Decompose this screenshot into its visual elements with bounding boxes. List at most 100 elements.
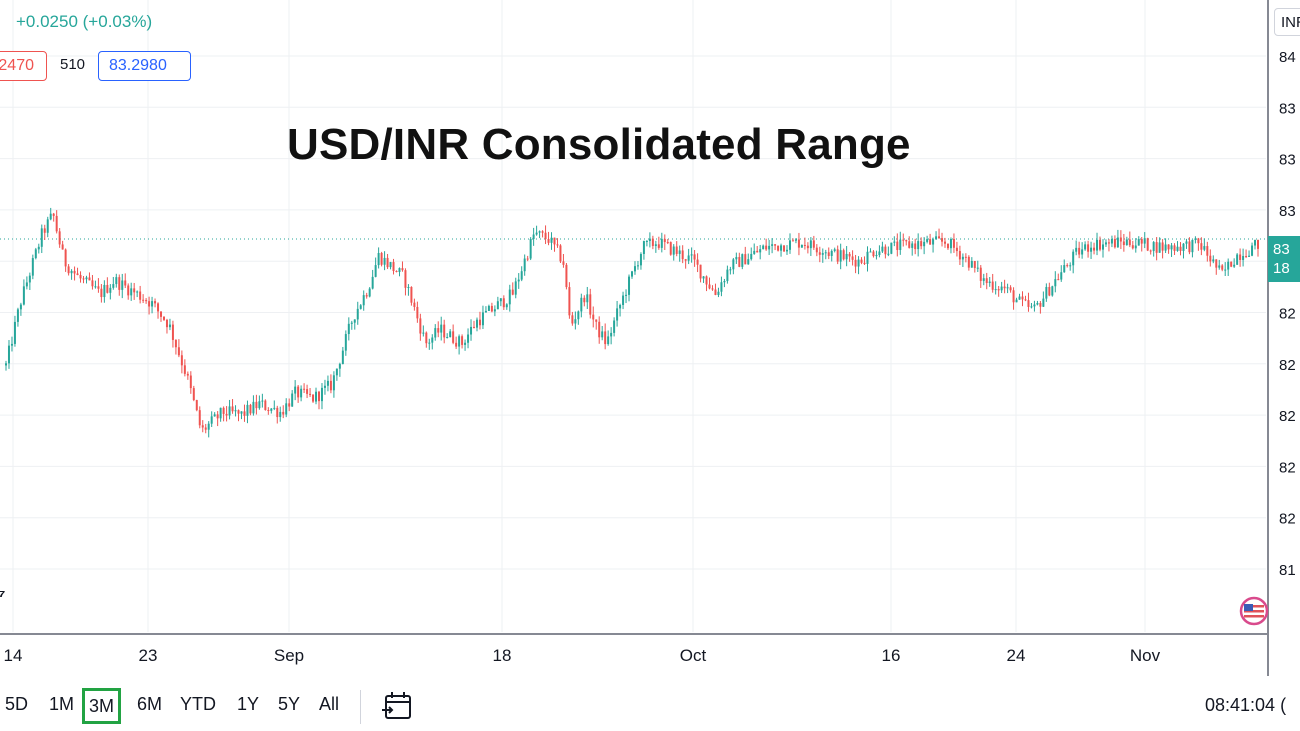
candle-body bbox=[794, 239, 797, 241]
candle-body bbox=[49, 213, 52, 220]
candle-body bbox=[291, 393, 294, 407]
candle-body bbox=[160, 311, 163, 317]
candle-body bbox=[1131, 245, 1134, 249]
candle-body bbox=[860, 259, 863, 263]
candle-body bbox=[1203, 246, 1206, 250]
candle-body bbox=[344, 334, 347, 351]
candle-body bbox=[112, 284, 115, 288]
candle-body bbox=[1101, 244, 1104, 250]
symbol-box[interactable]: INR bbox=[1274, 8, 1300, 36]
price-change: +0.0250 (+0.03%) bbox=[16, 12, 153, 31]
calendar-icon[interactable] bbox=[380, 690, 414, 722]
candle-body bbox=[809, 240, 812, 249]
candle-body bbox=[1236, 254, 1239, 265]
candle-body bbox=[920, 241, 923, 247]
price-chart[interactable]: 84 83 83 83 82 82 82 82 82 81 14 23 Sep 18 Oct 16 24 Nov bbox=[0, 0, 1300, 676]
candle-body bbox=[201, 425, 204, 428]
range-5y-button[interactable]: 5Y bbox=[278, 694, 301, 714]
candle-body bbox=[368, 288, 371, 297]
range-3m-button[interactable]: 3M bbox=[82, 688, 122, 724]
candle-body bbox=[416, 306, 419, 319]
current-price-badge: 83 18 bbox=[1268, 236, 1300, 282]
candle-body bbox=[532, 234, 535, 239]
candle-body bbox=[440, 324, 443, 333]
time-tick-label: 24 bbox=[1007, 646, 1026, 665]
range-ytd-button[interactable]: YTD bbox=[180, 694, 216, 714]
candle-body bbox=[759, 249, 762, 253]
range-1y-button[interactable]: 1Y bbox=[237, 694, 260, 714]
sell-price-box[interactable]: 2470 bbox=[0, 51, 47, 81]
candle-body bbox=[481, 312, 484, 326]
price-tick-label: 83 bbox=[1279, 203, 1296, 220]
candle-body bbox=[428, 342, 431, 344]
candle-body bbox=[520, 271, 523, 280]
range-5d-button[interactable]: 5D bbox=[5, 694, 29, 714]
candle-body bbox=[183, 365, 186, 374]
candle-body bbox=[124, 280, 127, 286]
candle-body bbox=[1021, 296, 1024, 300]
candle-body bbox=[836, 249, 839, 262]
candle-body bbox=[553, 237, 556, 245]
range-6m-button[interactable]: 6M bbox=[137, 694, 163, 714]
clock-readout[interactable]: 08:41:04 ( bbox=[1205, 695, 1287, 715]
candle-body bbox=[631, 271, 633, 277]
candle-body bbox=[7, 345, 10, 364]
candle-body bbox=[151, 301, 154, 307]
candle-body bbox=[1090, 247, 1093, 252]
candle-body bbox=[648, 238, 651, 241]
candle-body bbox=[76, 273, 79, 276]
range-all-button[interactable]: All bbox=[319, 694, 340, 714]
range-1m-button[interactable]: 1M bbox=[49, 694, 75, 714]
candle-body bbox=[651, 238, 654, 246]
candle-body bbox=[490, 305, 493, 312]
candle-body bbox=[708, 284, 711, 289]
us-flag-icon[interactable] bbox=[1239, 596, 1269, 626]
candle-body bbox=[735, 257, 738, 260]
candle-body bbox=[25, 282, 28, 287]
candle-body bbox=[22, 286, 25, 305]
toolbar-divider bbox=[360, 690, 361, 724]
candle-body bbox=[449, 331, 452, 338]
candle-body bbox=[535, 232, 538, 235]
candle-body bbox=[505, 304, 508, 308]
candle-body bbox=[955, 247, 958, 252]
candle-body bbox=[1224, 269, 1227, 271]
candle-body bbox=[946, 243, 949, 249]
candle-body bbox=[67, 266, 70, 274]
candle-body bbox=[768, 245, 771, 250]
candle-body bbox=[938, 236, 941, 239]
candle-body bbox=[896, 241, 899, 251]
candle-body bbox=[43, 228, 46, 233]
candle-body bbox=[973, 260, 976, 268]
candle-body bbox=[246, 404, 249, 416]
candle-body bbox=[222, 407, 225, 414]
candle-body bbox=[666, 242, 669, 244]
candle-body bbox=[690, 254, 693, 256]
candle-body bbox=[91, 280, 94, 287]
candle-body bbox=[866, 251, 869, 264]
candle-body bbox=[633, 266, 636, 272]
candle-body bbox=[496, 301, 499, 310]
candle-body bbox=[133, 288, 136, 293]
candle-body bbox=[1137, 239, 1140, 246]
candle-body bbox=[407, 286, 410, 288]
candle-body bbox=[1036, 302, 1039, 305]
candle-body bbox=[323, 385, 326, 388]
candle-body bbox=[1030, 306, 1033, 308]
candle-body bbox=[762, 245, 765, 250]
candle-body bbox=[73, 270, 76, 274]
candle-body bbox=[264, 400, 267, 410]
candle-body bbox=[663, 238, 666, 243]
candle-body bbox=[13, 321, 16, 344]
candle-body bbox=[517, 279, 520, 282]
candle-body bbox=[350, 322, 353, 324]
candle-body bbox=[395, 270, 398, 272]
candle-body bbox=[839, 250, 842, 262]
price-tick-label: 82 bbox=[1279, 459, 1296, 476]
candle-body bbox=[613, 320, 616, 333]
price-tick-label: 83 bbox=[1279, 152, 1296, 169]
buy-price-box[interactable]: 83.2980 bbox=[98, 51, 191, 81]
candle-body bbox=[1096, 239, 1099, 251]
candle-body bbox=[168, 324, 171, 328]
candle-body bbox=[189, 375, 192, 389]
